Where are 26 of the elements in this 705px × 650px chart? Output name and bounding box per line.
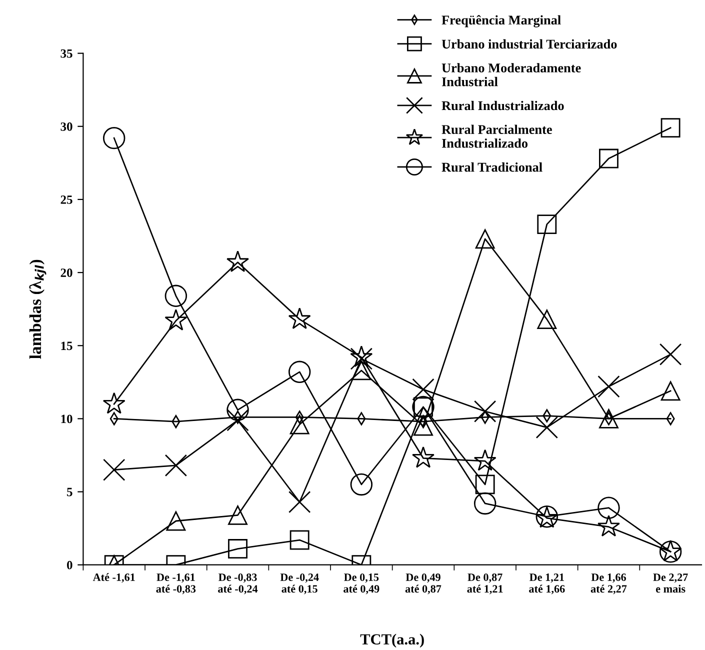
x-tick-label: De 0,15 até 0,49 <box>344 574 380 594</box>
x-tick-label: De -0,24 até 0,15 <box>280 574 319 594</box>
y-tick-label: 20 <box>60 268 72 277</box>
legend-label: Freqüência Marginal <box>442 15 561 28</box>
y-tick-label: 10 <box>61 414 72 424</box>
x-tick-label: De 0,87 até 1,21 <box>467 574 503 594</box>
legend-label: Rural Parcialmente Industrializado <box>442 124 552 148</box>
y-tick-label: 5 <box>67 488 72 496</box>
y-tick-label: 15 <box>61 342 72 350</box>
y-tick-label: 25 <box>60 196 72 204</box>
x-tick-label: Até -1,61 <box>92 573 135 583</box>
x-tick-label: De 0,49 até 0,87 <box>405 574 442 594</box>
legend-label: Urbano Moderadamente Industrial <box>442 63 581 86</box>
x-axis-title: TCT(a.a.) <box>360 634 424 648</box>
x-tick-label: De 1,66 até 2,27 <box>590 574 627 594</box>
y-tick-label: 0 <box>67 560 72 570</box>
y-axis-title: lambdas (λ$_{kjl}$) <box>29 260 46 359</box>
x-tick-label: De 2,27 e mais <box>653 574 688 593</box>
y-tick-label: 35 <box>60 49 72 58</box>
x-tick-label: De -0,83 até -0,24 <box>218 574 258 594</box>
legend-label: Rural Tradicional <box>442 162 542 172</box>
x-tick-label: De 1,21 até 1,66 <box>529 574 565 594</box>
legend-label: Urbano industrial Terciarizado <box>442 39 617 49</box>
x-tick-label: De -1,61 até -0,83 <box>156 574 196 594</box>
y-tick-label: 30 <box>60 122 72 131</box>
legend-label: Rural Industrializado <box>442 100 564 110</box>
